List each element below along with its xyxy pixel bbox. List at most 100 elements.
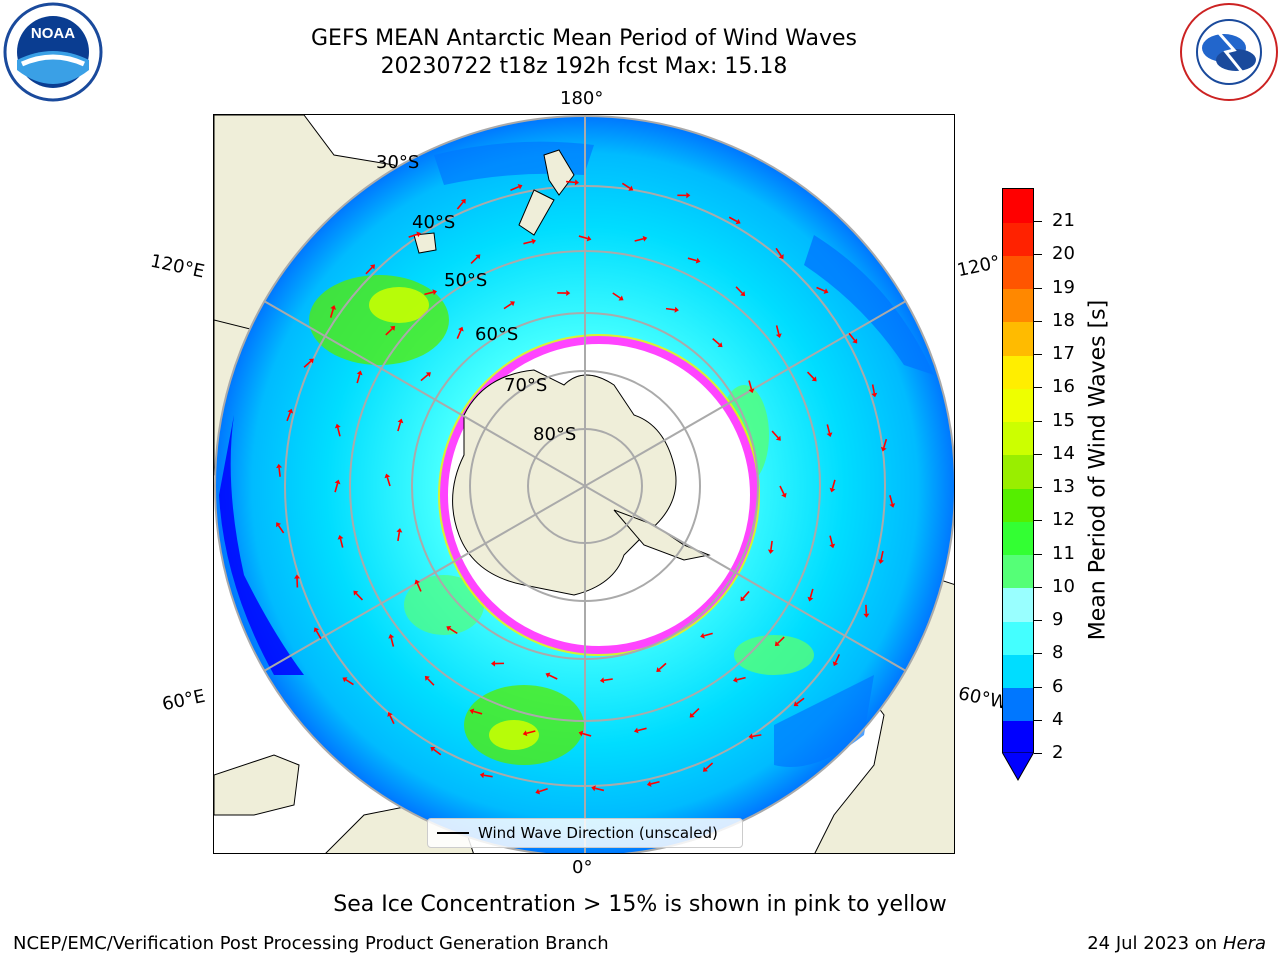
wave-direction-arrowhead [686,192,691,199]
wave-direction-arrowhead [424,675,430,681]
wave-direction-arrow [705,762,714,770]
wave-direction-arrow [806,371,815,380]
wave-direction-arrowhead [740,291,746,297]
wave-direction-arrowhead [774,641,780,647]
colorbar-tick-mark [1034,354,1042,356]
colorbar-tick-label: 20 [1052,243,1075,265]
colorbar-segment [1003,189,1033,223]
wave-direction-arrowhead [294,574,301,579]
colorbar-tick-label: 19 [1052,276,1075,298]
wave-direction-arrowhead [396,528,403,533]
wave-direction-arrow [880,550,884,561]
wave-direction-arrow [771,430,779,439]
wave-direction-arrowhead [276,522,281,528]
wave-direction-arrow [427,678,435,686]
colorbar-segment [1003,554,1033,589]
wave-direction-arrowhead [732,676,738,683]
wave-direction-arrowhead [531,238,537,245]
wave-direction-arrowhead [633,727,639,734]
colorbar-segment [1003,720,1033,755]
wave-direction-arrowhead [826,432,833,438]
wave-direction-arrowhead [334,423,341,429]
wave-direction-arrowhead [370,264,375,270]
colorbar-tick-mark [1034,620,1042,622]
wave-direction-arrow [578,235,588,240]
wave-direction-arrow [286,412,291,422]
wave-direction-arrow [548,674,558,680]
noaa-logo: NOAA [3,2,103,102]
wave-direction-arrowhead [425,372,431,378]
wave-direction-arrowhead [342,677,348,683]
wave-direction-arrow [594,787,605,792]
lon-label-180: 180° [560,88,604,109]
colorbar-segment [1003,388,1033,423]
wave-direction-arrow [566,180,576,184]
wave-direction-arrow [355,592,364,601]
wave-direction-arrowhead [717,342,723,348]
wave-direction-arrowhead [566,290,571,297]
wave-direction-arrowhead [460,198,466,204]
wave-direction-arrow [433,748,442,756]
wave-direction-arrow [385,328,393,336]
wave-direction-arrow [329,308,334,318]
wave-direction-arrow [538,787,548,793]
wave-direction-arrowhead [778,254,784,260]
wave-direction-arrow [882,438,888,448]
wave-direction-arrowhead [832,661,839,667]
wave-direction-arrow [408,233,418,238]
wave-direction-arrowhead [646,781,652,787]
wave-direction-arrowhead [276,463,283,469]
wave-direction-arrowhead [509,301,515,307]
wave-direction-arrowhead [458,326,464,332]
wave-direction-arrowhead [775,435,781,441]
colorbar-tick-mark [1034,254,1042,256]
colorbar-tick-mark [1034,553,1042,555]
colorbar-tick-label: 18 [1052,309,1075,331]
wave-direction-arrow [829,535,834,545]
wave-direction-arrow [796,697,805,705]
wave-direction-arrow [634,237,644,242]
wave-direction-arrow [658,662,667,670]
wave-direction-arrow [389,715,395,725]
wave-direction-arrowhead [852,338,858,344]
wave-direction-arrow [621,182,631,189]
wave-direction-arrow [483,774,493,778]
wave-direction-arrowhead [880,446,887,452]
colorbar-segment [1003,355,1033,389]
wave-direction-arrowhead [390,325,396,331]
colorbar-segment [1003,454,1033,489]
colorbar-tick-mark [1034,653,1042,655]
wave-direction-arrow [473,710,483,715]
wave-direction-arrow [397,422,402,432]
colorbar-tick-mark [1034,287,1042,289]
lat-label-40s: 40°S [412,212,456,233]
wave-direction-arrow [834,654,841,663]
colorbar-segment [1003,421,1033,456]
wave-direction-arrow [420,374,429,382]
colorbar-tick-label: 12 [1052,509,1075,531]
wave-direction-arrow [582,732,592,737]
wave-direction-arrow [277,525,285,534]
colorbar-segment [1003,654,1033,689]
wave-direction-arrowhead [695,257,701,264]
wave-direction-arrow [278,467,281,477]
colorbar-tick-mark [1034,453,1042,455]
wave-direction-arrowhead [735,218,741,225]
wave-direction-arrowhead [618,295,624,301]
wave-direction-arrowhead [535,788,541,795]
lon-label-0: 0° [572,857,593,878]
colorbar-tick-mark [1034,320,1042,322]
colorbar-tick-mark [1034,487,1042,489]
colorbar-tick-mark [1034,387,1042,389]
colorbar-segment [1003,288,1033,323]
legend-line [437,832,469,834]
wave-direction-arrowhead [313,627,320,633]
wave-direction-arrow [775,247,782,257]
wave-direction-arrow [356,374,361,384]
colorbar-label: Mean Period of Wind Waves [s] [1085,299,1111,641]
wave-direction-arrowhead [748,388,755,394]
wave-direction-arrowhead [591,785,596,792]
colorbar-tick-label: 8 [1052,642,1064,664]
wave-direction-arrowhead [578,730,584,737]
wave-direction-arrowhead [384,473,391,479]
